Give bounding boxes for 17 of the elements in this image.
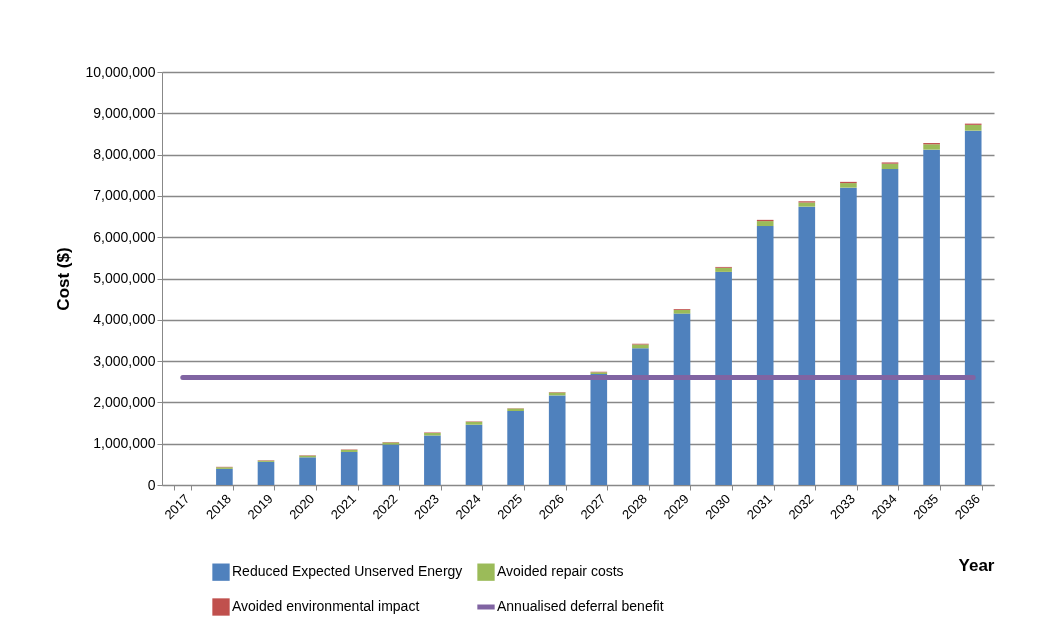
y-tick-label: 4,000,000 [93,311,156,328]
y-tick-label: 8,000,000 [93,146,156,163]
y-tick-label: 2,000,000 [93,393,156,410]
legend-label: Annualised deferral benefit [497,598,664,614]
legend-label: Avoided repair costs [497,563,624,580]
y-tick-label: 7,000,000 [93,187,156,204]
y-tick-label: 9,000,000 [93,104,156,121]
y-tick-label: 3,000,000 [93,352,156,369]
y-axis-title: Cost ($) [54,247,74,311]
y-tick-label: 6,000,000 [93,228,156,245]
y-tick-label: 5,000,000 [93,270,156,286]
y-tick-label: 10,000,000 [85,63,156,80]
y-tick-label: 0 [147,476,156,493]
legend-label: Reduced Expected Unserved Energy [232,563,463,580]
legend-label: Avoided environmental impact [232,598,420,614]
x-axis-title: Year [958,555,995,575]
y-tick-label: 1,000,000 [93,435,156,452]
